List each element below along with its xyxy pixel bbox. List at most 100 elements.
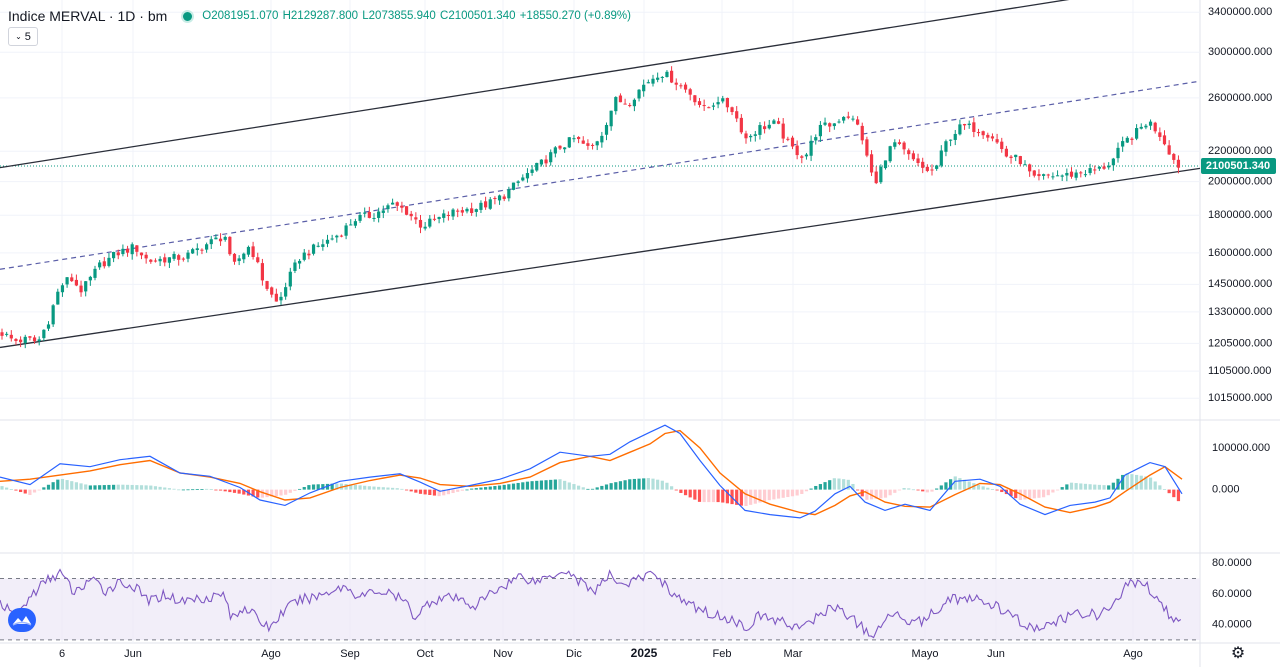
- candle-body: [604, 124, 609, 135]
- macd-histogram-bar: [544, 480, 548, 490]
- symbol-title[interactable]: Indice MERVAL · 1D · bm: [8, 8, 168, 24]
- candle-body: [37, 339, 41, 342]
- macd-histogram-bar: [1139, 475, 1143, 490]
- macd-histogram-bar: [125, 484, 130, 490]
- macd-histogram-bar: [256, 489, 260, 498]
- candle-body: [414, 217, 418, 220]
- candle-body: [1055, 175, 1060, 177]
- candle-body: [823, 122, 827, 125]
- candle-body: [321, 244, 325, 247]
- time-tick-label: Mar: [784, 648, 803, 660]
- macd-tick-label: 100000.000: [1212, 442, 1270, 454]
- macd-histogram-bar: [693, 489, 697, 500]
- candle-body: [767, 124, 771, 129]
- macd-histogram-bar: [1018, 489, 1022, 500]
- candle-body: [772, 120, 776, 124]
- macd-histogram-bar: [795, 489, 799, 496]
- macd-histogram-bar: [856, 489, 860, 491]
- candle-body: [163, 257, 167, 263]
- candle-body: [167, 257, 171, 263]
- candle-body: [465, 208, 469, 212]
- candle-body: [646, 82, 650, 84]
- candle-body: [28, 336, 32, 338]
- macd-histogram-bar: [781, 489, 785, 498]
- candle-body: [237, 258, 241, 262]
- macd-histogram-bar: [1009, 489, 1013, 497]
- macd-histogram-bar: [916, 489, 920, 491]
- candle-body: [1162, 135, 1167, 145]
- macd-histogram-bar: [335, 483, 339, 490]
- candle-body: [93, 268, 97, 278]
- candle-body: [781, 123, 785, 139]
- candle-body: [223, 236, 227, 240]
- tradingview-logo-icon[interactable]: [8, 608, 36, 632]
- candle-body: [972, 122, 976, 132]
- channel-upper-line: [0, 0, 1070, 169]
- candle-body: [1107, 165, 1111, 168]
- macd-histogram-bar: [9, 489, 13, 490]
- candle-body: [563, 147, 567, 150]
- rsi-pane: [0, 568, 1200, 641]
- chevron-down-icon: ⌄: [15, 32, 22, 41]
- macd-histogram-bar: [116, 484, 120, 490]
- macd-histogram-bar: [577, 485, 581, 490]
- macd-histogram-bar: [897, 489, 902, 491]
- time-tick-label: Nov: [493, 648, 513, 660]
- candle-body: [418, 219, 423, 228]
- macd-histogram-bar: [949, 479, 953, 490]
- candle-body: [1037, 174, 1041, 177]
- macd-histogram-bar: [1097, 484, 1101, 490]
- channel-mid-line: [0, 80, 1201, 270]
- macd-histogram-bar: [1125, 473, 1129, 490]
- candle-body: [837, 121, 841, 123]
- macd-histogram-bar: [800, 489, 804, 494]
- macd-histogram-bar: [1162, 489, 1167, 491]
- macd-histogram-bar: [88, 485, 92, 490]
- macd-histogram-bar: [460, 489, 464, 491]
- candle-body: [391, 202, 395, 205]
- candle-body: [804, 154, 809, 157]
- candle-body: [1158, 132, 1162, 137]
- candle-body: [800, 156, 804, 158]
- candle-body: [218, 238, 223, 242]
- candle-body: [460, 210, 464, 213]
- candle-body: [776, 121, 781, 124]
- candle-body: [976, 132, 981, 134]
- macd-histogram-bar: [330, 483, 334, 490]
- macd-histogram-bar: [707, 489, 711, 503]
- indicators-toggle-button[interactable]: ⌄ 5: [8, 27, 38, 46]
- macd-histogram-bar: [767, 489, 771, 501]
- candle-body: [618, 95, 623, 103]
- macd-histogram-bar: [581, 487, 585, 490]
- candle-body: [381, 210, 385, 213]
- candle-body: [962, 124, 967, 126]
- settings-gear-icon[interactable]: ⚙: [1230, 645, 1246, 662]
- macd-histogram-bar: [660, 480, 664, 490]
- indicator-count: 5: [24, 30, 31, 43]
- candle-body: [1167, 145, 1171, 155]
- candle-body: [814, 137, 818, 141]
- time-tick-label: Ago: [261, 648, 281, 660]
- candle-body: [572, 138, 576, 140]
- macd-histogram-bar: [874, 489, 878, 499]
- candle-body: [981, 131, 985, 136]
- macd-histogram-bar: [228, 489, 232, 493]
- candle-body: [753, 134, 757, 136]
- macd-histogram-bar: [1130, 474, 1134, 490]
- macd-histogram-bar: [758, 489, 762, 503]
- candle-body: [363, 212, 367, 214]
- macd-histogram-bar: [753, 489, 757, 504]
- candle-body: [1009, 156, 1013, 159]
- candle-body: [144, 254, 148, 259]
- macd-histogram-bar: [274, 489, 278, 497]
- macd-histogram-bar: [349, 484, 353, 490]
- macd-histogram-bar: [763, 489, 767, 502]
- macd-histogram-bar: [511, 483, 516, 490]
- candle-body: [470, 208, 474, 214]
- candle-body: [735, 111, 739, 119]
- macd-histogram-bar: [814, 485, 818, 490]
- candle-body: [1046, 174, 1050, 176]
- candle-body: [911, 153, 915, 160]
- candle-series: [0, 66, 1181, 349]
